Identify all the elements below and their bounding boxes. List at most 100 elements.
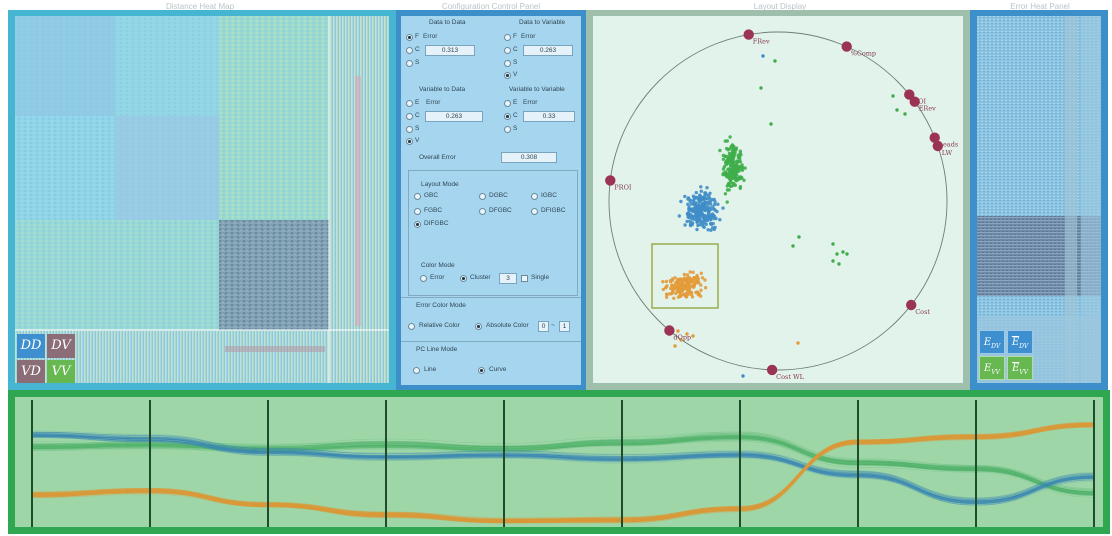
- color-max-field[interactable]: 1: [559, 321, 570, 332]
- error-heat-map[interactable]: [977, 16, 1101, 384]
- anchor-roi[interactable]: ROI: [904, 89, 927, 106]
- layout-mode-label: Layout Mode: [421, 181, 459, 188]
- vd-c-label: C: [415, 112, 420, 119]
- parallel-coordinates-panel[interactable]: [8, 390, 1110, 534]
- dd-s-radio[interactable]: [406, 60, 413, 67]
- error-dv-tile[interactable]: EDV: [979, 330, 1005, 354]
- vv-c-label: C: [513, 112, 518, 119]
- layout-gbc-label: GBC: [424, 192, 439, 199]
- data-points: [661, 54, 907, 378]
- vv-s-radio[interactable]: [504, 126, 511, 133]
- color-cluster-radio[interactable]: [460, 275, 467, 282]
- layout-dfigbc-radio[interactable]: [531, 208, 538, 215]
- color-cluster-label: Cluster: [470, 274, 491, 281]
- anchor-label: dOpp: [673, 334, 691, 342]
- selection-rectangle[interactable]: [651, 243, 719, 309]
- line-radio[interactable]: [413, 367, 420, 374]
- vd-group-label: Variable to Data: [419, 86, 466, 93]
- heatmap-panel-title: Distance Heat Map: [165, 2, 235, 11]
- vv-e-radio[interactable]: [504, 100, 511, 107]
- layout-dgbc-label: DGBC: [489, 192, 508, 199]
- anchor-dopp[interactable]: dOpp: [664, 325, 691, 342]
- anchor-frev[interactable]: FRev: [743, 29, 770, 46]
- dv-quadrant-tile[interactable]: DV: [47, 334, 75, 358]
- vv-e-label: E: [513, 99, 518, 106]
- anchor-cost[interactable]: Cost: [906, 299, 930, 316]
- vd-c-radio[interactable]: [406, 113, 413, 120]
- dv-group-label: Data to Variable: [519, 19, 566, 26]
- color-min-field[interactable]: 0: [538, 321, 549, 332]
- error-color-mode-label: Error Color Mode: [416, 302, 466, 309]
- vv-s-label: S: [513, 125, 518, 132]
- parallel-coordinates-plot[interactable]: [15, 397, 1103, 527]
- relative-color-radio[interactable]: [408, 323, 415, 330]
- dv-s-radio[interactable]: [504, 60, 511, 67]
- vd-error-field[interactable]: 0.263: [425, 111, 483, 122]
- dv-c-label: C: [513, 46, 518, 53]
- anchor-cost-wl[interactable]: Cost WL: [766, 364, 805, 381]
- layout-gbc-radio[interactable]: [414, 193, 421, 200]
- layout-dgbc-radio[interactable]: [479, 193, 486, 200]
- control-panel-title: Configuration Control Panel: [441, 2, 541, 11]
- pc-axes[interactable]: [31, 400, 1095, 527]
- dv-c-radio[interactable]: [504, 47, 511, 54]
- dd-c-radio[interactable]: [406, 47, 413, 54]
- dd-quadrant-tile[interactable]: DD: [17, 334, 45, 358]
- anchor-label: Leads: [939, 141, 959, 149]
- anchor-erev[interactable]: ERev: [909, 96, 937, 113]
- vd-e-radio[interactable]: [406, 100, 413, 107]
- dv-v-radio[interactable]: [504, 72, 511, 79]
- vv-c-radio[interactable]: [504, 113, 511, 120]
- cluster-count-field[interactable]: 3: [499, 273, 517, 284]
- absolute-color-radio[interactable]: [475, 323, 482, 330]
- layout-circle: [608, 31, 948, 371]
- dd-f-radio[interactable]: [406, 34, 413, 41]
- color-error-radio[interactable]: [420, 275, 427, 282]
- color-error-label: Error: [430, 274, 445, 281]
- dv-f-radio[interactable]: [504, 34, 511, 41]
- error-vv-avg-base: E: [1012, 363, 1020, 374]
- vv-quadrant-tile[interactable]: VV: [47, 360, 75, 383]
- vv-group-label: Variable to Variable: [509, 86, 565, 93]
- anchor-leads[interactable]: Leads: [929, 132, 959, 149]
- vd-quadrant-tile[interactable]: VD: [17, 360, 45, 383]
- error-vv-sub: VV: [991, 369, 1000, 376]
- configuration-control-panel[interactable]: Data to Data F Error C 0.313 S Data to V…: [396, 10, 586, 390]
- layout-difgbc-radio[interactable]: [414, 221, 421, 228]
- vd-s-radio[interactable]: [406, 126, 413, 133]
- vv-error-field[interactable]: 0.33: [523, 111, 575, 122]
- dv-error-label: Error: [521, 33, 536, 40]
- dd-error-field[interactable]: 0.313: [425, 45, 475, 56]
- layout-fgbc-radio[interactable]: [414, 208, 421, 215]
- error-dv-avg-tile[interactable]: EDV: [1007, 330, 1033, 354]
- layout-fgbc-label: FGBC: [424, 207, 443, 214]
- error-vv-tile[interactable]: EVV: [979, 356, 1005, 380]
- layout-igbc-label: IGBC: [541, 192, 557, 199]
- dv-f-label: F: [513, 33, 517, 40]
- dd-c-label: C: [415, 46, 420, 53]
- vv-error-label: Error: [523, 99, 538, 106]
- layout-igbc-radio[interactable]: [531, 193, 538, 200]
- curve-radio[interactable]: [478, 367, 485, 374]
- single-label: Single: [531, 274, 550, 281]
- error-heat-panel[interactable]: EDV EDV EVV EVV: [970, 10, 1108, 390]
- absolute-color-label: Absolute Color: [486, 322, 529, 329]
- anchor--comp[interactable]: %Comp: [841, 41, 877, 58]
- dv-error-field[interactable]: 0.263: [523, 45, 573, 56]
- vd-e-label: E: [415, 99, 420, 106]
- anchor-lw[interactable]: LW: [932, 140, 953, 157]
- color-range-separator: ~: [551, 322, 555, 329]
- pc-line-mode-label: PC Line Mode: [416, 346, 458, 353]
- distance-heat-map[interactable]: [15, 16, 389, 384]
- anchor-proi[interactable]: PROI: [605, 175, 632, 191]
- error-vv-avg-tile[interactable]: EVV: [1007, 356, 1033, 380]
- vd-v-radio[interactable]: [406, 138, 413, 145]
- distance-heat-map-panel[interactable]: DD DV VD VV: [8, 10, 396, 390]
- anchor-label: FRev: [753, 38, 770, 46]
- anchor-label: PROI: [614, 183, 632, 191]
- layout-dfgbc-radio[interactable]: [479, 208, 486, 215]
- single-checkbox[interactable]: [521, 275, 528, 282]
